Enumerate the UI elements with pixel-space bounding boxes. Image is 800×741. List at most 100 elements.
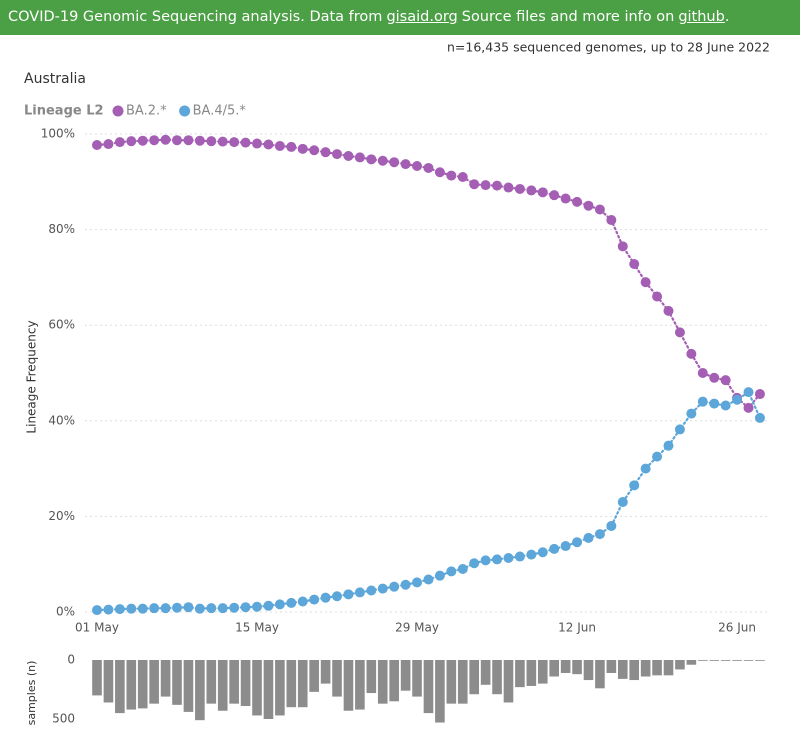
y-tick-label: 80% bbox=[48, 222, 75, 236]
y-tick-label: 500 bbox=[52, 712, 75, 726]
data-point bbox=[160, 134, 171, 145]
data-point bbox=[389, 581, 400, 592]
x-tick-label: 29 May bbox=[395, 621, 439, 635]
data-point bbox=[720, 400, 731, 411]
data-point bbox=[743, 402, 754, 413]
bar bbox=[206, 660, 217, 704]
data-point bbox=[137, 603, 148, 614]
bar bbox=[366, 660, 377, 694]
data-point bbox=[274, 599, 285, 610]
data-point bbox=[343, 589, 354, 600]
link[interactable]: github bbox=[678, 9, 725, 25]
bar bbox=[229, 660, 239, 704]
data-point bbox=[583, 532, 594, 543]
data-point bbox=[754, 412, 765, 423]
data-point bbox=[640, 463, 651, 474]
data-point bbox=[526, 185, 537, 196]
data-point bbox=[229, 137, 240, 148]
bar bbox=[275, 660, 285, 716]
x-tick-label: 15 May bbox=[235, 621, 279, 635]
legend-label: BA.2.* bbox=[126, 104, 167, 119]
data-point bbox=[126, 603, 137, 614]
y-tick-label: 0 bbox=[67, 653, 75, 667]
bar bbox=[172, 660, 182, 705]
data-point bbox=[103, 604, 114, 615]
data-point bbox=[92, 139, 102, 150]
bar bbox=[686, 660, 697, 665]
data-point bbox=[663, 305, 674, 316]
bar bbox=[720, 660, 731, 661]
data-point bbox=[663, 440, 674, 451]
bar bbox=[572, 660, 582, 675]
data-point bbox=[537, 187, 548, 198]
bar bbox=[309, 660, 319, 692]
bar bbox=[515, 660, 525, 688]
data-point bbox=[274, 140, 285, 151]
data-point bbox=[709, 372, 720, 383]
data-point bbox=[263, 139, 274, 150]
data-point bbox=[183, 602, 194, 613]
y-axis-label: Lineage Frequency bbox=[25, 320, 39, 433]
data-point bbox=[423, 574, 434, 585]
bar bbox=[697, 660, 708, 661]
data-point bbox=[629, 259, 640, 270]
bar bbox=[652, 660, 662, 676]
data-point bbox=[309, 145, 320, 156]
bar bbox=[297, 660, 308, 708]
bar bbox=[332, 660, 342, 697]
header-text: Source files and more info on bbox=[461, 9, 675, 25]
data-point bbox=[709, 398, 720, 409]
data-point bbox=[206, 603, 217, 614]
data-point bbox=[652, 451, 663, 462]
data-point bbox=[194, 135, 205, 146]
data-point bbox=[572, 196, 583, 207]
data-point bbox=[720, 375, 731, 386]
bar bbox=[389, 660, 399, 702]
bar bbox=[617, 660, 628, 679]
data-point bbox=[583, 200, 594, 211]
data-point bbox=[560, 541, 571, 552]
legend-title: Lineage L2 bbox=[24, 104, 104, 119]
header-text: . bbox=[724, 9, 730, 25]
data-point bbox=[366, 585, 377, 596]
data-point bbox=[754, 389, 765, 400]
data-point bbox=[286, 597, 297, 608]
bar bbox=[675, 660, 685, 670]
data-point bbox=[594, 204, 605, 215]
data-point bbox=[606, 215, 617, 226]
data-point bbox=[354, 152, 365, 163]
data-point bbox=[332, 591, 343, 602]
data-point bbox=[423, 162, 434, 173]
data-point bbox=[617, 497, 628, 508]
bar bbox=[709, 660, 720, 661]
bar bbox=[549, 660, 559, 677]
data-point bbox=[594, 529, 605, 540]
bar bbox=[480, 660, 491, 685]
data-point bbox=[263, 600, 274, 611]
bar bbox=[560, 660, 571, 673]
y-axis-label: samples (n) bbox=[25, 661, 38, 726]
data-point bbox=[617, 241, 628, 252]
y-tick-label: 40% bbox=[48, 413, 75, 427]
data-point bbox=[697, 396, 708, 407]
data-point bbox=[400, 579, 411, 590]
data-point bbox=[629, 480, 640, 491]
data-point bbox=[309, 594, 320, 605]
bar bbox=[732, 660, 742, 661]
bar bbox=[640, 660, 651, 677]
data-point bbox=[377, 583, 388, 594]
data-point bbox=[217, 603, 228, 614]
bar bbox=[457, 660, 468, 704]
data-point bbox=[366, 154, 377, 165]
data-point bbox=[172, 135, 183, 146]
legend-label: BA.4/5.* bbox=[193, 104, 247, 119]
data-point bbox=[286, 141, 297, 152]
data-point bbox=[240, 602, 251, 613]
x-tick-label: 01 May bbox=[75, 621, 119, 635]
bar bbox=[469, 660, 479, 695]
data-point bbox=[514, 183, 525, 194]
x-tick-label: 26 Jun bbox=[718, 621, 756, 635]
bar bbox=[103, 660, 114, 703]
link[interactable]: gisaid.org bbox=[386, 9, 458, 25]
